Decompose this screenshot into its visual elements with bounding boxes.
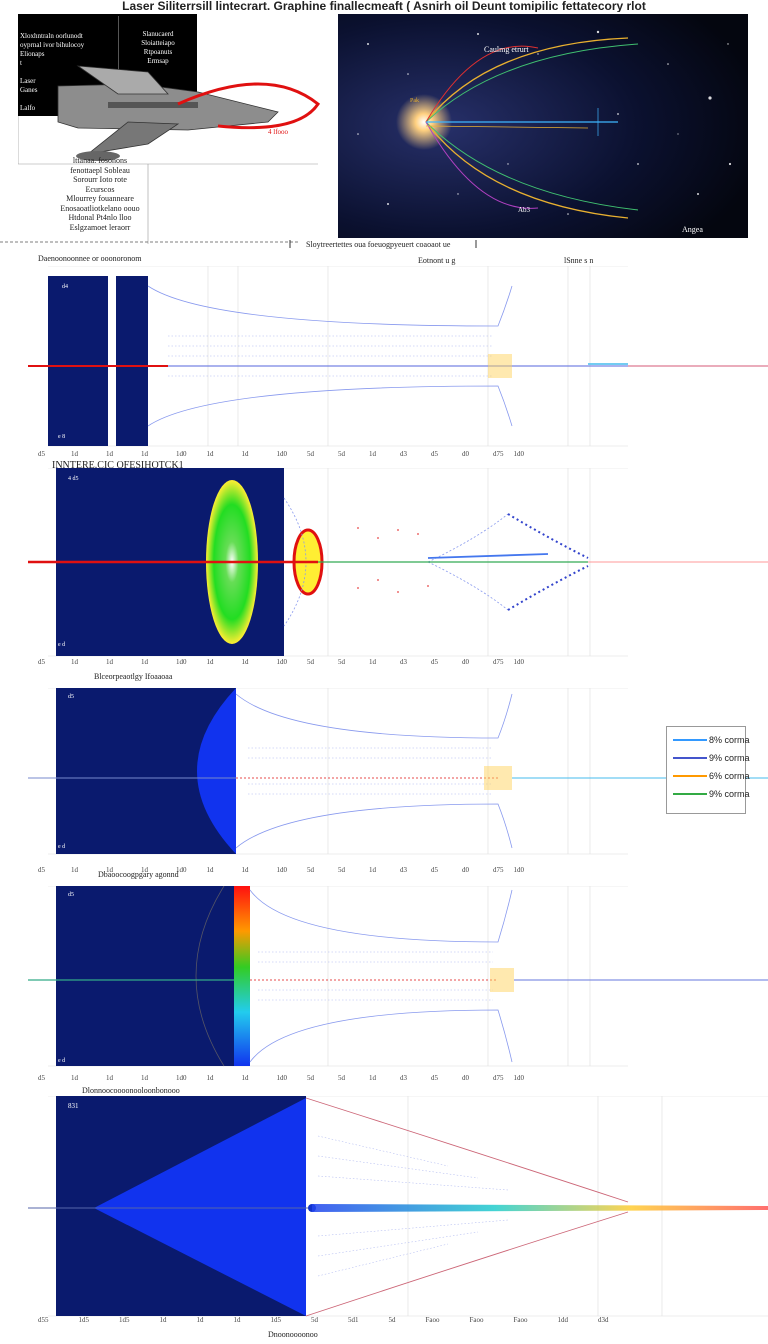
space-trajectory-panel: Caulmg etrurt Pak Ab3 Angea bbox=[338, 14, 748, 238]
aircraft-spec-plate-text: Xloxhntraln oorlunodt oyprnal ivor bihul… bbox=[20, 16, 100, 114]
panel-2-plot: 4 d5 e d bbox=[28, 468, 768, 657]
panel-1-plot: d4 e 8 bbox=[28, 266, 768, 447]
space-trajectory-plot: Caulmg etrurt Pak Ab3 Angea bbox=[338, 14, 748, 238]
panel-3-caption: Blceorpeaotlgy Ifoaaoaa bbox=[94, 672, 173, 681]
panel-5-tl-label: 831 bbox=[68, 1102, 79, 1110]
space-label-bottom: Ab3 bbox=[518, 206, 531, 214]
plate-left-text: Xloxhntraln oorlunodt oyprnal ivor bihul… bbox=[20, 32, 85, 114]
panel-5: Dlonnoocoooonooloonbonooo 831 bbox=[28, 1086, 768, 1344]
panel-1-caption: Daenoonoonnee or ooonoronom bbox=[38, 254, 142, 263]
panel-5-caption: Dlonnoocoooonooloonbonooo bbox=[82, 1086, 180, 1095]
section-divider bbox=[0, 240, 477, 248]
legend-swatch bbox=[673, 739, 707, 741]
space-label-corner: Angea bbox=[682, 225, 703, 234]
panel-4-plot: d5 e d bbox=[28, 886, 768, 1067]
plate-right: Slanucaerd Sloiatteiapo Rtpoanuts Ermsap bbox=[118, 16, 197, 114]
panel-3-tl-label: d5 bbox=[68, 694, 74, 700]
legend: 8% corma 9% corma 6% corma 9% corma bbox=[666, 726, 750, 814]
panel-1-caption-right: Eotnont u g bbox=[418, 256, 456, 265]
panel-3-bl-label: e d bbox=[58, 844, 65, 850]
legend-item: 9% corma bbox=[671, 787, 750, 801]
space-label-top: Caulmg etrurt bbox=[484, 45, 529, 54]
panel-1-bl-label: e 8 bbox=[58, 434, 65, 440]
legend-swatch bbox=[673, 793, 707, 795]
panel-1: Daenoonoonnee or ooonoronom Eotnont u g … bbox=[28, 254, 768, 464]
panel-3-ticks: d5 1d 1d 1d 1d0 1d 1d 1d0 5d 5d 1d d3 d5 d0 d75 1d0 bbox=[38, 866, 524, 874]
panel-2-tl-label: 4 d5 bbox=[68, 476, 79, 482]
page-title: Laser Siliterrsill lintecrart. Graphine … bbox=[122, 0, 646, 12]
panel-5-ticks: d55 1d5 1d5 1d 1d 1d 1d5 5d 5d1 5d Faoo Faoo Faoo 1dd… bbox=[38, 1316, 609, 1324]
panel-2-ticks: d5 1d 1d 1d 1d0 1d 1d 1d0 5d 5d 1d d3 d5 d0 d75 1d0 bbox=[38, 658, 524, 666]
legend-item: 9% corma bbox=[671, 751, 750, 765]
panel-2: INNTERE.CIC OFESIHOTCK1 4 d5 e d bbox=[28, 460, 768, 682]
aircraft-red-label: 4 lfooo bbox=[268, 128, 289, 136]
panel-4-ticks: d5 1d 1d 1d 1d0 1d 1d 1d0 5d 5d 1d d3 d5 d0 d75 1d0 bbox=[38, 1074, 524, 1082]
panel-1-tl-label: d4 bbox=[62, 284, 68, 290]
panel-4: Dbaoocoogpgary agonnd d5 e d bbox=[28, 868, 768, 1086]
panel-1-ticks: d5 1d 1d 1d 1d0 1d 1d 1d0 5d 5d 1d d3 d5 d0 d75 1d0 bbox=[38, 450, 524, 458]
legend-swatch bbox=[673, 757, 707, 759]
space-label-left: Pak bbox=[410, 98, 419, 104]
legend-item: 6% corma bbox=[671, 769, 750, 783]
panel-2-caption: INNTERE.CIC OFESIHOTCK1 bbox=[52, 460, 184, 471]
panel-4-caption: Dbaoocoogpgary agonnd bbox=[98, 870, 179, 879]
legend-item: 8% corma bbox=[671, 733, 750, 747]
panel-3-plot: d5 e d bbox=[28, 688, 768, 855]
panel-1-caption-far: lSnne s n bbox=[564, 256, 594, 265]
aircraft-notes: lttanaa. fosonons fenottaepl Sobleau Sor… bbox=[60, 156, 140, 232]
panel-5-plot: 831 bbox=[28, 1096, 768, 1317]
section-caption: Sloytreertettes oua foeuogpyeuert coaoao… bbox=[306, 240, 451, 249]
panel-5-bottom-caption: Dnoonoooonoo bbox=[268, 1330, 318, 1339]
panel-2-bl-label: e d bbox=[58, 642, 65, 648]
panel-4-tl-label: d5 bbox=[68, 892, 74, 898]
plate-right-text: Slanucaerd Sloiatteiapo Rtpoanuts Ermsap bbox=[141, 30, 175, 65]
aircraft-illustration: 4 lfooo bbox=[18, 14, 321, 244]
legend-swatch bbox=[673, 775, 707, 777]
panel-3: Blceorpeaotlgy Ifoaaoaa d5 e d d5 1d 1d 1d 1… bbox=[28, 672, 768, 882]
panel-4-bl-label: e d bbox=[58, 1058, 65, 1064]
